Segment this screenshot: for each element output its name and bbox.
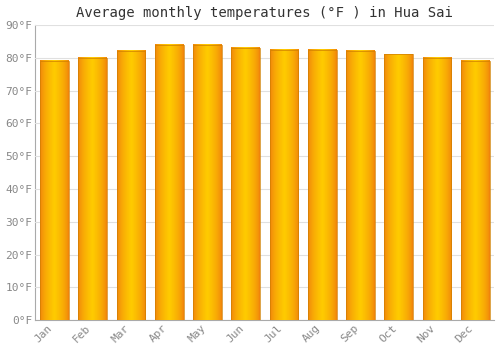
Bar [308,49,336,320]
Bar [40,61,69,320]
Bar [232,48,260,320]
Bar [422,58,452,320]
Bar [155,44,184,320]
Bar [346,51,375,320]
Bar [116,51,146,320]
Bar [78,58,107,320]
Bar [193,44,222,320]
Bar [461,61,490,320]
Title: Average monthly temperatures (°F ) in Hua Sai: Average monthly temperatures (°F ) in Hu… [76,6,454,20]
Bar [270,49,298,320]
Bar [384,55,413,320]
